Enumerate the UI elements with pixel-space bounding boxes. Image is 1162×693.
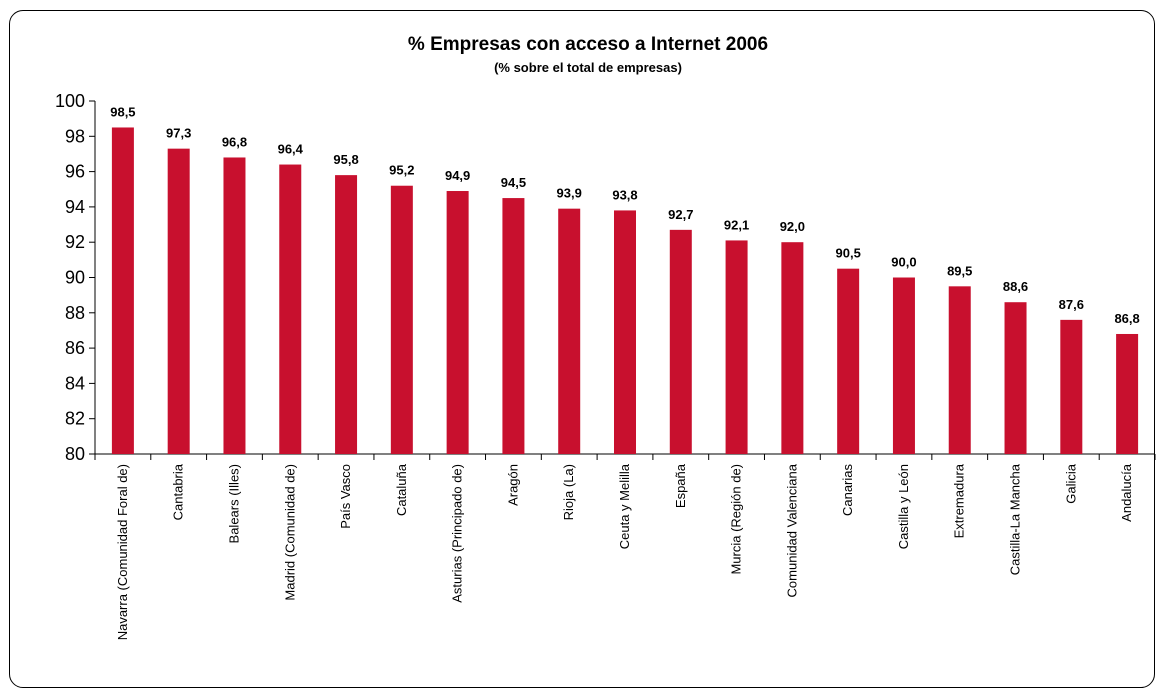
- bar: [781, 242, 804, 454]
- x-tick-label: Balears (Illes): [226, 464, 241, 543]
- x-tick-label: Castilla y León: [896, 464, 911, 549]
- y-tick-label: 98: [65, 126, 85, 146]
- data-label: 93,8: [612, 187, 637, 202]
- x-tick-label: Cataluña: [394, 463, 409, 516]
- bar: [1004, 302, 1027, 454]
- bar: [725, 240, 748, 454]
- bar: [892, 277, 915, 454]
- bar: [111, 127, 134, 454]
- x-tick-label: Rioja (La): [561, 464, 576, 520]
- y-tick-label: 86: [65, 338, 85, 358]
- data-label: 92,7: [668, 207, 693, 222]
- x-tick-label: Andalucía: [1119, 463, 1134, 522]
- data-label: 90,0: [891, 255, 916, 270]
- y-tick-label: 84: [65, 373, 85, 393]
- x-tick-label: País Vasco: [338, 464, 353, 529]
- bar: [502, 198, 525, 454]
- x-tick-label: Asturias (Principado de): [450, 464, 465, 603]
- data-label: 86,8: [1114, 311, 1139, 326]
- bar: [335, 175, 358, 454]
- bar: [1116, 333, 1139, 454]
- chart-subtitle: (% sobre el total de empresas): [494, 60, 682, 75]
- chart-title: % Empresas con acceso a Internet 2006: [408, 34, 768, 55]
- y-tick-label: 94: [65, 197, 85, 217]
- y-tick-label: 90: [65, 268, 85, 288]
- x-tick-label: Canarias: [840, 464, 855, 517]
- bar: [837, 268, 860, 454]
- y-tick-label: 88: [65, 303, 85, 323]
- bar: [669, 229, 692, 454]
- x-tick-label: Ceuta y Melilla: [617, 463, 632, 549]
- bar: [223, 157, 246, 455]
- x-tick-label: Comunidad Valenciana: [784, 463, 799, 597]
- bar: [1060, 319, 1083, 454]
- y-tick-label: 100: [55, 91, 85, 111]
- x-tick-label: Cantabria: [171, 463, 186, 520]
- bar: [279, 164, 302, 455]
- data-label: 95,2: [389, 163, 414, 178]
- data-label: 94,5: [501, 175, 526, 190]
- data-label: 87,6: [1059, 297, 1084, 312]
- x-tick-label: España: [673, 463, 688, 508]
- y-tick-label: 80: [65, 444, 85, 464]
- y-tick-label: 96: [65, 162, 85, 182]
- bar: [558, 208, 581, 454]
- data-label: 92,1: [724, 217, 749, 232]
- x-tick-label: Madrid (Comunidad de): [282, 464, 297, 601]
- bar: [948, 286, 971, 454]
- x-tick-label: Castilla-La Mancha: [1008, 463, 1023, 575]
- bar: [390, 185, 413, 454]
- data-label: 93,9: [557, 186, 582, 201]
- x-tick-label: Extremadura: [952, 463, 967, 538]
- bar: [614, 210, 636, 454]
- bar: [167, 148, 190, 454]
- x-tick-label: Navarra (Comunidad Foral de): [115, 464, 130, 640]
- data-label: 98,5: [110, 104, 135, 119]
- y-tick-label: 92: [65, 232, 85, 252]
- bar: [446, 191, 469, 454]
- data-label: 97,3: [166, 126, 191, 141]
- data-label: 89,5: [947, 263, 972, 278]
- data-label: 92,0: [780, 219, 805, 234]
- plot-area: 80 82 84 86 88 90 92 94 96 98 100 98,5 Navarra (Comu…: [55, 91, 1156, 640]
- data-label: 95,8: [333, 152, 358, 167]
- data-label: 94,9: [445, 168, 470, 183]
- data-label: 88,6: [1003, 279, 1028, 294]
- data-label: 96,8: [222, 134, 247, 149]
- data-label: 96,4: [278, 142, 304, 157]
- x-tick-label: Murcia (Región de): [729, 464, 744, 575]
- data-label: 90,5: [836, 246, 861, 261]
- y-tick-label: 82: [65, 409, 85, 429]
- x-tick-label: Aragón: [505, 464, 520, 506]
- x-tick-label: Galicia: [1063, 463, 1078, 504]
